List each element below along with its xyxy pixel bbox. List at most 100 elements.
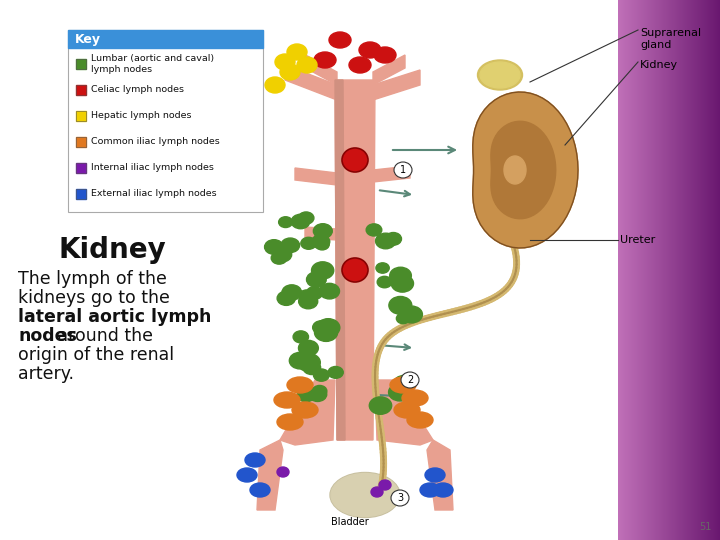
Ellipse shape	[369, 397, 392, 414]
Ellipse shape	[320, 284, 340, 299]
Text: artery.: artery.	[18, 365, 74, 383]
Text: origin of the renal: origin of the renal	[18, 346, 174, 364]
Ellipse shape	[299, 294, 318, 309]
Polygon shape	[427, 440, 453, 510]
Ellipse shape	[297, 354, 320, 372]
Text: kidneys go to the: kidneys go to the	[18, 289, 170, 307]
Ellipse shape	[393, 375, 415, 392]
Text: 51: 51	[700, 522, 712, 532]
Polygon shape	[373, 70, 420, 100]
Ellipse shape	[389, 383, 411, 401]
Text: Hepatic lymph nodes: Hepatic lymph nodes	[91, 111, 192, 120]
Ellipse shape	[265, 77, 285, 93]
Ellipse shape	[277, 467, 289, 477]
Ellipse shape	[397, 313, 410, 324]
Ellipse shape	[315, 239, 329, 250]
Text: Lumbar (aortic and caval)
lymph nodes: Lumbar (aortic and caval) lymph nodes	[91, 55, 214, 73]
Text: Key: Key	[75, 32, 101, 45]
Text: Ureter: Ureter	[620, 235, 655, 245]
Polygon shape	[373, 55, 405, 85]
Ellipse shape	[312, 234, 330, 248]
Ellipse shape	[264, 240, 284, 254]
Ellipse shape	[289, 353, 310, 369]
Ellipse shape	[277, 414, 303, 430]
Ellipse shape	[303, 361, 320, 375]
Ellipse shape	[477, 60, 523, 90]
Ellipse shape	[287, 377, 313, 393]
Ellipse shape	[300, 290, 314, 301]
Text: Kidney: Kidney	[58, 236, 166, 264]
Polygon shape	[280, 380, 335, 445]
Ellipse shape	[433, 483, 453, 497]
Bar	[76, 189, 86, 199]
Ellipse shape	[317, 319, 340, 337]
Ellipse shape	[377, 276, 392, 288]
Text: Common iliac lymph nodes: Common iliac lymph nodes	[91, 138, 220, 146]
Ellipse shape	[376, 263, 390, 273]
Ellipse shape	[277, 291, 295, 306]
Ellipse shape	[401, 372, 419, 388]
Text: 2: 2	[407, 375, 413, 385]
Bar	[76, 189, 86, 199]
Ellipse shape	[281, 238, 300, 253]
Bar	[68, 30, 263, 212]
Bar	[76, 163, 86, 173]
Text: Bladder: Bladder	[331, 517, 369, 527]
Text: nodes: nodes	[18, 327, 77, 345]
Polygon shape	[473, 92, 578, 248]
Polygon shape	[300, 52, 337, 85]
Bar	[76, 59, 86, 69]
Ellipse shape	[390, 377, 416, 393]
Ellipse shape	[313, 224, 333, 239]
Ellipse shape	[391, 490, 409, 506]
Ellipse shape	[343, 149, 367, 171]
Ellipse shape	[401, 306, 423, 323]
Bar	[76, 163, 86, 173]
Ellipse shape	[359, 42, 381, 58]
Ellipse shape	[299, 340, 318, 356]
Ellipse shape	[330, 472, 400, 517]
Ellipse shape	[394, 402, 420, 418]
Ellipse shape	[280, 64, 300, 80]
Ellipse shape	[282, 285, 302, 300]
Text: Kidney: Kidney	[640, 60, 678, 70]
Bar	[76, 85, 86, 95]
Ellipse shape	[379, 480, 391, 490]
Ellipse shape	[315, 323, 338, 341]
Ellipse shape	[312, 386, 327, 397]
Polygon shape	[491, 122, 556, 219]
Text: The lymph of the: The lymph of the	[18, 270, 167, 288]
Bar	[76, 59, 86, 69]
Ellipse shape	[306, 287, 323, 299]
Ellipse shape	[308, 387, 327, 401]
Bar	[68, 30, 263, 48]
Ellipse shape	[312, 321, 330, 334]
Text: External iliac lymph nodes: External iliac lymph nodes	[91, 190, 217, 199]
Ellipse shape	[292, 214, 310, 229]
Ellipse shape	[271, 252, 287, 264]
Ellipse shape	[298, 212, 314, 224]
Bar	[76, 111, 86, 121]
Text: Suprarenal
gland: Suprarenal gland	[640, 28, 701, 50]
Ellipse shape	[307, 272, 326, 287]
Bar	[76, 85, 86, 95]
Ellipse shape	[292, 402, 318, 418]
Polygon shape	[257, 440, 283, 510]
Ellipse shape	[366, 224, 382, 236]
Ellipse shape	[312, 262, 334, 279]
Polygon shape	[335, 80, 345, 440]
Ellipse shape	[328, 367, 343, 379]
Ellipse shape	[250, 483, 270, 497]
Ellipse shape	[425, 468, 445, 482]
Ellipse shape	[313, 369, 329, 381]
Ellipse shape	[402, 390, 428, 406]
Bar	[76, 137, 86, 147]
Ellipse shape	[371, 487, 383, 497]
Polygon shape	[335, 80, 375, 440]
Ellipse shape	[407, 412, 433, 428]
Text: Celiac lymph nodes: Celiac lymph nodes	[91, 85, 184, 94]
Text: lateral aortic lymph: lateral aortic lymph	[18, 308, 212, 326]
Ellipse shape	[420, 483, 440, 497]
Ellipse shape	[273, 247, 292, 262]
Ellipse shape	[343, 259, 367, 281]
